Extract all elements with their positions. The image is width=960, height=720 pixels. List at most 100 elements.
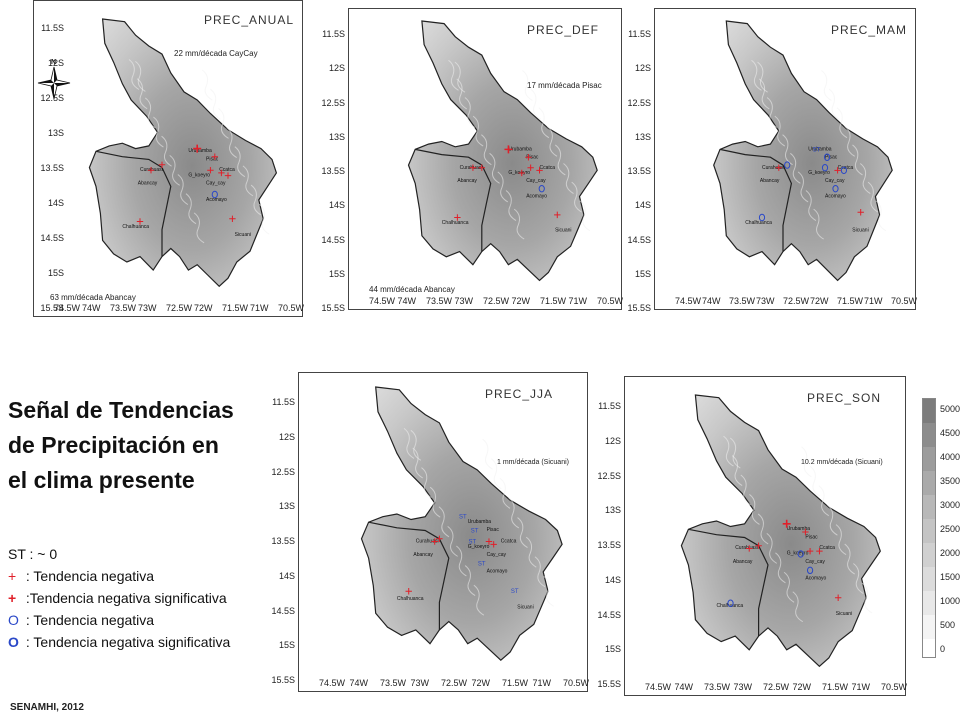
colorbar-label: 1000 [940,596,960,606]
y-tick-label: 14.5S [40,233,64,243]
relief-streak [758,78,770,110]
y-tick-label: 12S [328,63,345,74]
relief-streak [522,70,533,101]
relief-streak [546,125,558,157]
y-tick-label: 14.5S [627,234,651,245]
relief-streak [554,144,566,176]
y-tick-label: 11.5S [598,401,621,411]
department-boundary [415,148,492,252]
region-outline [360,386,563,662]
x-tick-label: 73.5W [110,303,137,313]
panel-title: PREC_JJA [485,387,554,401]
relief-streak [538,107,550,139]
relief-streak [508,497,520,529]
station-label: Acomayo [825,194,846,200]
station-label: Ccatca [219,167,235,173]
region-outline [680,394,881,668]
relief-streak [161,135,172,167]
relief-streak [482,438,493,470]
y-tick-label: 14S [604,574,621,585]
trend-annotation: 44 mm/década Abancay [369,285,455,294]
relief-streak [827,504,838,536]
station-label: G_koeyro [468,544,490,550]
y-tick-label: 13.5S [597,540,621,550]
x-tick-label: 73.5W [380,678,407,688]
x-tick-label: 73.5W [704,682,731,692]
relief-streak [177,174,189,205]
map-panel-def: UrubambaPisacCurahuasiAbancayG_koeyroCca… [321,8,624,313]
relief-streak [412,447,423,479]
st-marker: ST [478,562,486,568]
relief-streak [421,467,432,499]
y-tick-label: 12.5S [597,470,621,481]
relief-streak [563,163,574,194]
x-tick-label: 72W [810,296,829,306]
y-tick-label: 14S [278,570,295,581]
x-tick-label: 71.5W [222,303,249,313]
relief-streak [438,506,450,538]
relief-streak [867,181,879,213]
station-label: G_koeyro [808,170,830,176]
y-tick-label: 11.5S [41,23,64,33]
legend-row-st: ST : ~ 0 [8,543,230,565]
y-tick-label: 13.5S [321,166,345,176]
x-tick-label: 73W [138,303,157,313]
station-label: Chalhuanca [745,220,772,226]
relief-streak [740,474,752,506]
map-panel-mam: Urubamba Pisac Curahuasi Abancay G_koeyro Cca… [627,8,917,313]
station-label: Urubamba [787,526,811,532]
st-marker: ST [813,147,821,153]
x-tick-label: 72.5W [483,296,510,306]
legend-text: ~ 0 [33,546,58,562]
circle-marker [821,164,829,172]
station-label: Acomayo [206,197,227,203]
station-label: Cay_cay [206,181,226,187]
relief-streak [499,477,511,509]
relief-streak [517,517,528,548]
station-label: Abancay [138,181,158,187]
legend-symbol-st: ST : [8,546,34,562]
y-tick-label: 15S [634,268,651,279]
trend-annotation: 1 mm/década (Sicuani) [497,459,569,466]
x-tick-label: 74.5W [319,678,346,688]
plus-marker [755,542,762,549]
y-tick-label: 13.5S [271,536,295,546]
y-tick-label: 13.5S [40,163,64,173]
map-svg: UrubambaPisacCurahuasiAbancayG_koeyroCca… [37,18,278,288]
circle-marker [797,550,804,558]
legend-text: : Tendencia negativa [22,568,155,584]
plus-marker [554,211,561,219]
x-tick-label: 71W [250,303,269,313]
relief-streak [185,193,197,225]
y-tick-label: 15S [278,640,295,651]
credit-text: SENAMHI, 2012 [10,702,84,713]
station-label: Urubamba [508,147,532,153]
relief-streak [144,97,156,129]
legend-title: Señal de Tendencias de Precipitación en … [8,393,248,498]
plus-bold-marker [504,145,513,154]
station-label: Cay_cay [825,178,845,184]
y-tick-label: 13S [278,501,295,512]
plus-marker [218,169,225,177]
plus-marker [431,538,438,545]
relief-streak [258,203,270,235]
st-marker: ST [459,515,467,521]
plus-marker [834,167,841,174]
relief-streak [136,78,148,110]
x-tick-label: 71.5W [502,678,529,688]
y-tick-label: 15S [604,644,621,655]
relief-streak [193,212,205,244]
relief-streak [489,152,500,184]
x-tick-label: 73.5W [426,296,453,306]
x-tick-label: 73W [410,678,430,688]
relief-streak [456,78,467,110]
legend-text: :Tendencia negativa significativa [22,590,227,606]
plus-marker [490,541,497,548]
x-tick-label: 74.5W [54,303,81,313]
x-tick-label: 70.5W [597,296,624,306]
station-label: Urubamba [808,147,832,153]
station-label: Chalhuanca [442,220,469,226]
relief-streak [530,88,541,120]
legend-text: : Tendencia negativa significativa [22,634,231,650]
relief-streak [481,134,492,166]
